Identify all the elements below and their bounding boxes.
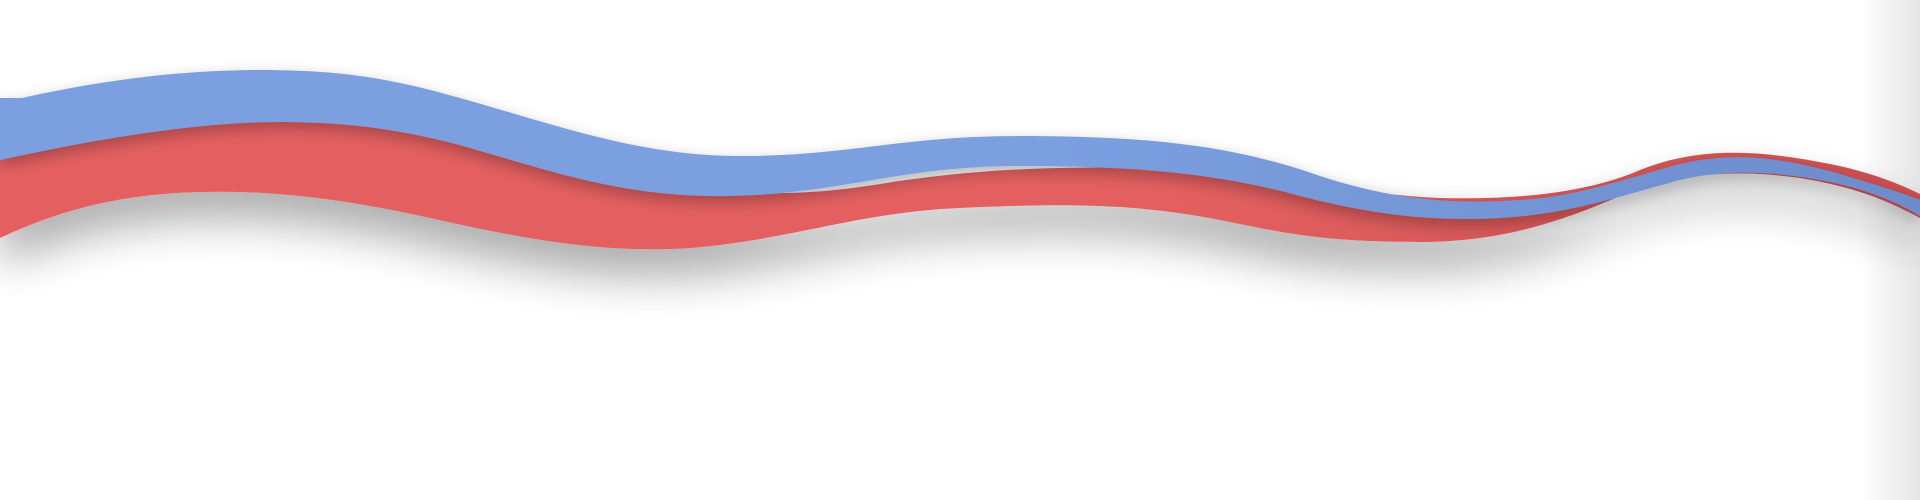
blue-wave-band [0,70,1920,220]
right-edge-shade [1860,0,1920,500]
